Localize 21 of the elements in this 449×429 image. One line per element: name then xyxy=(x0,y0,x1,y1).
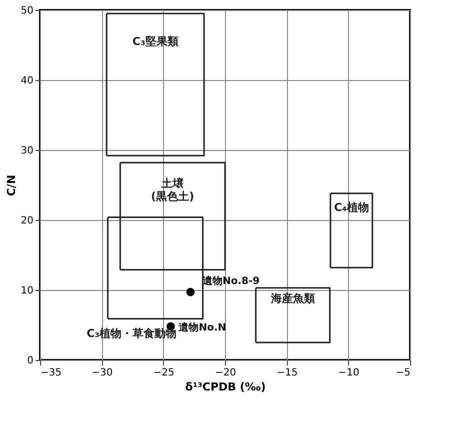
series-label: C₃堅果類 xyxy=(132,34,178,48)
y-tick-label: 40 xyxy=(20,76,34,86)
x-tick-label: −10 xyxy=(338,368,360,378)
x-tick-label: −15 xyxy=(276,368,298,378)
x-tick-label: −25 xyxy=(153,368,174,378)
series-label: C₃植物・草食動物 xyxy=(86,326,177,340)
series-label: C₄植物 xyxy=(334,201,369,214)
y-tick-label: 10 xyxy=(20,286,34,296)
series-label: 土壌 (黒色土) xyxy=(151,177,194,204)
x-axis-title: δ¹³CPDB (‰) xyxy=(185,380,266,394)
y-tick-label: 50 xyxy=(20,6,34,16)
x-tick-label: −35 xyxy=(40,368,62,378)
y-tick-label: 20 xyxy=(20,216,34,226)
y-tick-label: 30 xyxy=(20,146,34,156)
x-tick-label: −30 xyxy=(92,368,113,378)
x-tick-label: −5 xyxy=(396,368,410,378)
y-axis-title: C/N xyxy=(4,174,18,196)
y-tick-label: 0 xyxy=(27,356,34,366)
series-label: 海産魚類 xyxy=(270,292,315,305)
annotation: 遺物No.N xyxy=(178,321,226,334)
x-tick-label: −20 xyxy=(214,368,236,378)
